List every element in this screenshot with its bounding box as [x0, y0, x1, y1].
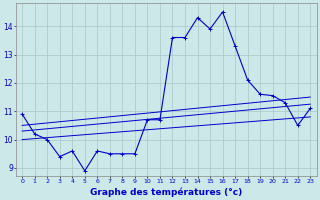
X-axis label: Graphe des températures (°c): Graphe des températures (°c)	[90, 187, 242, 197]
